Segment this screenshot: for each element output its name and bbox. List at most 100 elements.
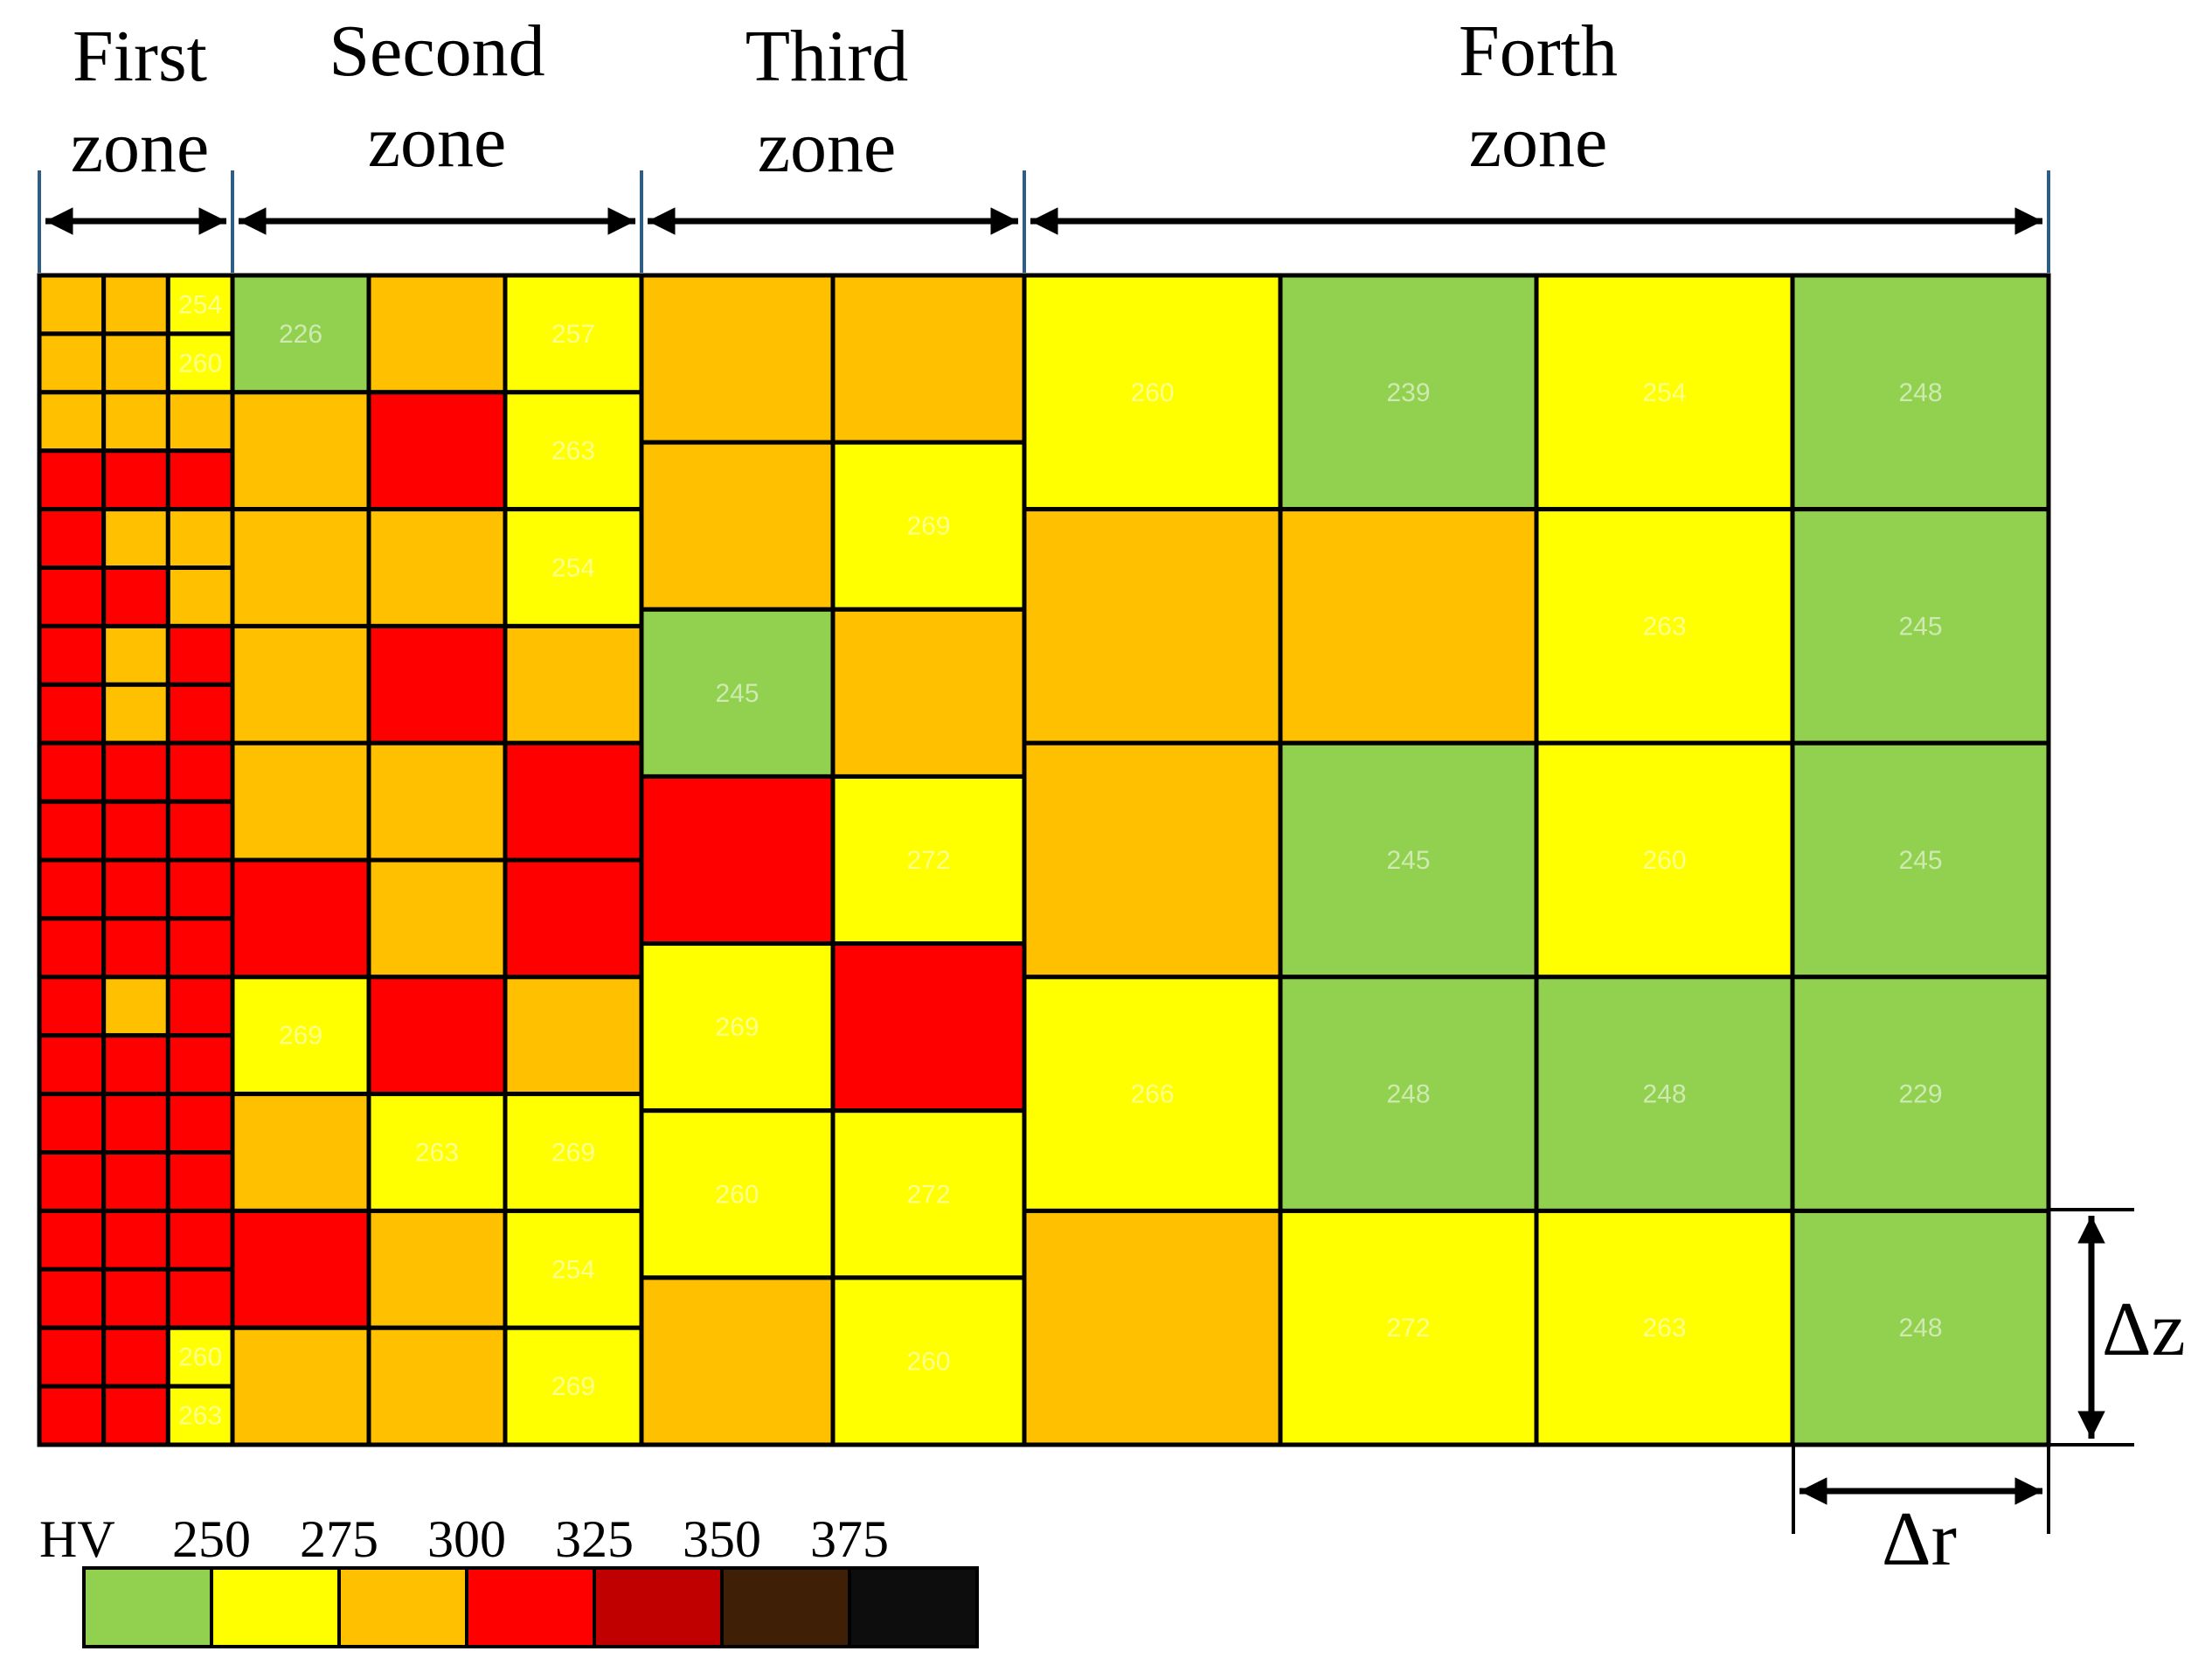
cell-hardness-value: 245	[715, 679, 759, 708]
zone-3-cell	[830, 774, 1027, 947]
legend-tick-label: 300	[427, 1510, 506, 1568]
delta-r-dimension	[1792, 1445, 2050, 1534]
zone-1-cell	[165, 1208, 235, 1272]
zone-2-cell	[230, 857, 371, 980]
zone-labels: First zone Second zone Third zone Forth …	[71, 10, 1618, 188]
delta-z-dimension	[2049, 1208, 2134, 1447]
cell-hardness-value: 272	[906, 1180, 950, 1209]
zone-3-cell	[830, 1108, 1027, 1280]
cell-hardness-value: 272	[1386, 1314, 1430, 1342]
legend-unit-label: HV	[39, 1510, 115, 1568]
zone-2-cell	[503, 975, 644, 1097]
zone-2-cell	[503, 1325, 644, 1447]
cell-hardness-value: 248	[1386, 1080, 1430, 1109]
legend-swatch	[337, 1566, 468, 1648]
zone-4-cell	[1022, 975, 1283, 1213]
zone-1-cell	[101, 1150, 170, 1213]
legend: HV 250 275 300 325 350 375	[39, 1510, 979, 1648]
zone-1-cell	[37, 1384, 107, 1447]
zone-1-cell	[37, 390, 107, 454]
zone-4-cell	[1790, 273, 2051, 512]
zone-4-cell	[1534, 975, 1795, 1213]
zone-1-cell	[37, 623, 107, 687]
legend-tick-label: 325	[555, 1510, 634, 1568]
zone-3-cell	[830, 941, 1027, 1114]
zone-3-cell	[639, 607, 836, 779]
zone-4-cell	[1534, 740, 1795, 980]
zone-2-cell	[230, 623, 371, 746]
legend-swatch	[720, 1566, 851, 1648]
zone-3-cell	[639, 1275, 836, 1447]
zone-3-cell	[639, 941, 836, 1114]
zone-1-cell	[101, 1384, 170, 1447]
zone-2-cell	[503, 390, 644, 512]
zone-1-cell	[37, 682, 107, 746]
zone-2-cell	[230, 390, 371, 512]
zone-1-cell	[37, 1150, 107, 1213]
zone-2-cell	[366, 1208, 508, 1330]
zone-1-cell	[165, 682, 235, 746]
zone-4-cell	[1278, 975, 1539, 1213]
zone-1-cell	[101, 507, 170, 570]
zone-1-cell	[37, 507, 107, 570]
delta-r-label: Δr	[1882, 1497, 1957, 1582]
zone-1-cell	[165, 857, 235, 921]
zone-1-cell	[37, 1033, 107, 1097]
zone-1-cell	[165, 507, 235, 570]
zone-boundary-ticks	[38, 170, 2050, 273]
zone-3-cell	[830, 607, 1027, 779]
zone-3-cell	[639, 440, 836, 612]
zone-4-cell	[1278, 273, 1539, 512]
zone-1-cell	[101, 390, 170, 454]
legend-tick-label: 375	[810, 1510, 889, 1568]
zone-4-cell	[1278, 1208, 1539, 1447]
zone-1-cell	[101, 857, 170, 921]
zone-3-label-line1: Third	[745, 16, 909, 97]
zone-2-cell	[230, 1208, 371, 1330]
zone-1-cell	[101, 1325, 170, 1389]
zone-1-cell	[165, 1092, 235, 1155]
cell-hardness-value: 245	[1898, 846, 1942, 875]
zone-1-cell	[101, 1033, 170, 1097]
cell-hardness-value: 269	[551, 1372, 595, 1401]
cell-hardness-value: 263	[551, 437, 595, 466]
zone-2-cell	[366, 1325, 508, 1447]
zone-2-cell	[230, 975, 371, 1097]
zone-2-cell	[366, 507, 508, 628]
legend-color-bar	[82, 1566, 979, 1648]
zone-1-cell	[101, 623, 170, 687]
zone-1-cell	[37, 740, 107, 804]
zone-1-cell	[165, 448, 235, 512]
zone-1-cell	[101, 740, 170, 804]
zone-1-cell	[101, 916, 170, 980]
cell-hardness-value: 260	[178, 1343, 222, 1372]
zone-3-cell	[830, 273, 1027, 445]
zone-4-cell	[1022, 507, 1283, 746]
zone-1-cell	[37, 799, 107, 863]
zone-1-cell	[37, 1092, 107, 1155]
cell-hardness-value: 260	[1642, 846, 1686, 875]
zone-3-cell	[639, 774, 836, 947]
legend-tick-label: 350	[683, 1510, 761, 1568]
zone-1-cell	[165, 623, 235, 687]
zone-1-cell	[165, 916, 235, 980]
zone-1-cell	[101, 273, 170, 336]
cell-hardness-value: 263	[415, 1139, 459, 1168]
zone-4-label-line2: zone	[1469, 101, 1608, 183]
zone-1-cell	[37, 331, 107, 395]
zone-2-cell	[230, 1325, 371, 1447]
zone-1-cell	[37, 916, 107, 980]
grid-outline	[37, 273, 2051, 1447]
zone-4-cell	[1790, 1208, 2051, 1447]
zone-4-cell	[1534, 507, 1795, 746]
zone-2-cell	[366, 273, 508, 395]
zone-1-label-line2: zone	[71, 107, 210, 188]
zone-1-cell	[37, 448, 107, 512]
zone-2-cell	[503, 623, 644, 746]
cell-hardness-value: 269	[906, 512, 950, 541]
zone-2-cell	[230, 740, 371, 863]
zone-2-cell	[366, 857, 508, 980]
zone-4-cell	[1790, 507, 2051, 746]
cell-hardness-value: 229	[1898, 1080, 1942, 1109]
